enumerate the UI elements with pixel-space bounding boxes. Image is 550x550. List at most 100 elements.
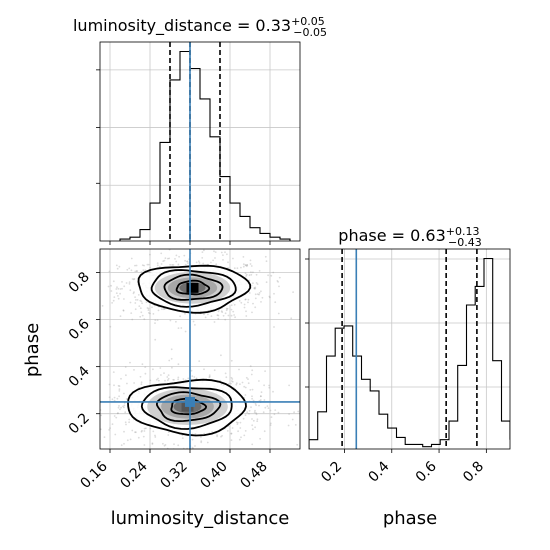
density-sample-point	[123, 442, 125, 445]
density-sample-point	[214, 251, 217, 254]
density-sample-point	[122, 309, 125, 312]
luminosity_distance-histogram-plot-area	[100, 42, 300, 241]
density-sample-point	[272, 271, 275, 274]
density-sample-point	[114, 433, 117, 436]
density-sample-point	[101, 305, 104, 307]
density-sample-point	[169, 461, 171, 463]
density-sample-point	[88, 433, 90, 435]
density-sample-point	[168, 257, 171, 260]
density-sample-point	[108, 396, 111, 399]
density-sample-point	[177, 363, 180, 366]
phase-histogram-xtick-label-3: 0.8	[460, 459, 487, 486]
density-sample-point	[154, 436, 157, 438]
density-sample-point	[162, 442, 164, 445]
density-sample-point	[133, 369, 135, 371]
density-sample-point	[230, 382, 232, 385]
density-sample-point	[211, 431, 213, 433]
density-sample-point	[164, 379, 166, 382]
density-sample-point	[262, 411, 265, 414]
density-sample-point	[115, 416, 118, 419]
density-sample-point	[220, 354, 222, 357]
density-sample-point	[134, 270, 137, 273]
density-sample-point	[254, 297, 257, 300]
density-sample-point	[216, 434, 219, 436]
density-sample-point	[250, 265, 253, 267]
density-sample-point	[143, 430, 146, 432]
density-sample-point	[256, 293, 259, 295]
density-sample-point	[132, 278, 135, 281]
density-sample-point	[94, 411, 96, 413]
density-sample-point	[230, 314, 233, 317]
density-sample-point	[264, 406, 267, 409]
density-sample-point	[116, 286, 118, 289]
density-sample-point	[134, 431, 136, 434]
density-sample-point	[221, 434, 224, 437]
density-mode-0-contour-1	[163, 273, 224, 301]
density-sample-point	[87, 405, 89, 407]
density-sample-point	[121, 281, 123, 283]
density-sample-point	[277, 411, 280, 414]
density-sample-point	[154, 434, 156, 437]
density-sample-point	[266, 405, 269, 407]
density-sample-point	[237, 421, 239, 424]
density-sample-point	[245, 273, 248, 276]
density-sample-point	[263, 399, 266, 401]
density-sample-point	[147, 309, 150, 311]
density-sample-point	[141, 429, 143, 432]
density-sample-point	[100, 428, 102, 431]
density-sample-point	[255, 273, 258, 276]
density-sample-point	[180, 327, 183, 329]
density-sample-point	[112, 371, 115, 373]
density-sample-point	[293, 411, 295, 414]
density-sample-point	[247, 382, 250, 385]
density-sample-point	[147, 312, 150, 314]
density-sample-point	[177, 376, 180, 379]
density-sample-point	[220, 435, 222, 438]
density-sample-point	[256, 418, 259, 421]
density-sample-point	[117, 406, 120, 409]
density-sample-point	[129, 301, 132, 304]
density-sample-point	[135, 270, 138, 273]
density-sample-point	[192, 320, 195, 323]
density-sample-point	[274, 301, 277, 304]
phase-histogram-xtick-label-2: 0.6	[413, 458, 440, 485]
density-sample-point	[126, 268, 129, 271]
density-sample-point	[136, 270, 138, 272]
density-sample-point	[135, 264, 138, 267]
density-sample-point	[118, 405, 120, 407]
density-sample-point	[96, 406, 98, 408]
density-sample-point	[113, 399, 116, 402]
density-sample-point	[234, 316, 237, 319]
density-sample-point	[175, 320, 177, 323]
phase-histogram-plot-area	[309, 249, 510, 449]
density-sample-point	[268, 384, 270, 387]
density-sample-point	[276, 280, 279, 282]
density-sample-point	[164, 444, 167, 446]
density-sample-point	[237, 430, 240, 433]
density-sample-point	[230, 439, 233, 441]
density-sample-point	[97, 270, 99, 272]
density-sample-point	[251, 418, 253, 420]
density-sample-point	[203, 313, 205, 316]
density-sample-point	[103, 436, 106, 438]
density-sample-point	[130, 257, 133, 260]
density-sample-point	[121, 287, 123, 290]
density-sample-point	[178, 255, 181, 258]
density-sample-point	[235, 421, 238, 424]
density-sample-point	[244, 264, 247, 267]
density-sample-point	[267, 274, 269, 277]
density-sample-point	[118, 265, 121, 268]
density-sample-point	[244, 386, 247, 389]
density-sample-point	[206, 452, 208, 454]
density-sample-point	[274, 409, 277, 411]
density-sample-point	[112, 299, 115, 302]
density-sample-point	[133, 382, 136, 384]
density-sample-point	[230, 432, 233, 435]
density-sample-point	[269, 296, 271, 299]
density-sample-point	[131, 278, 134, 280]
density-sample-point	[167, 257, 169, 260]
density-sample-point	[270, 274, 273, 277]
density-sample-point	[111, 302, 113, 304]
density-sample-point	[123, 430, 125, 433]
density-sample-point	[224, 318, 227, 321]
